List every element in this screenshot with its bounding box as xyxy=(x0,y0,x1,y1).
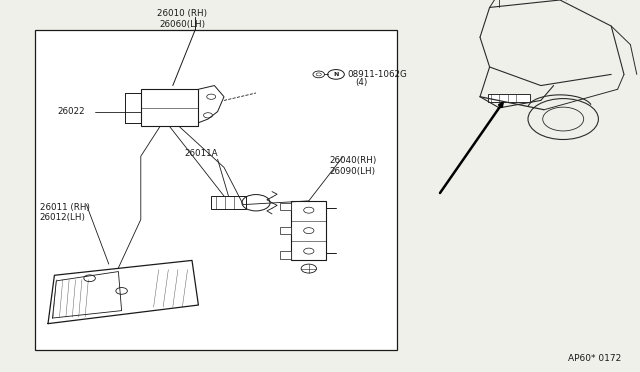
Text: 26022: 26022 xyxy=(58,107,85,116)
Text: (4): (4) xyxy=(355,78,367,87)
Text: 26011 (RH)
26012(LH): 26011 (RH) 26012(LH) xyxy=(40,203,90,222)
Text: 08911-1062G: 08911-1062G xyxy=(347,70,406,79)
Text: 26040(RH)
26090(LH): 26040(RH) 26090(LH) xyxy=(330,156,377,176)
Bar xyxy=(291,201,326,260)
Bar xyxy=(280,251,291,259)
Bar xyxy=(488,94,530,102)
Text: N: N xyxy=(333,72,339,77)
Text: AP60* 0172: AP60* 0172 xyxy=(568,354,621,363)
Bar xyxy=(35,30,397,350)
Bar xyxy=(280,227,291,234)
Bar xyxy=(280,203,291,210)
Bar xyxy=(141,89,198,126)
Bar xyxy=(211,196,246,209)
Text: 26011A: 26011A xyxy=(185,149,218,158)
Text: 26010 (RH)
26060(LH): 26010 (RH) 26060(LH) xyxy=(157,9,207,29)
